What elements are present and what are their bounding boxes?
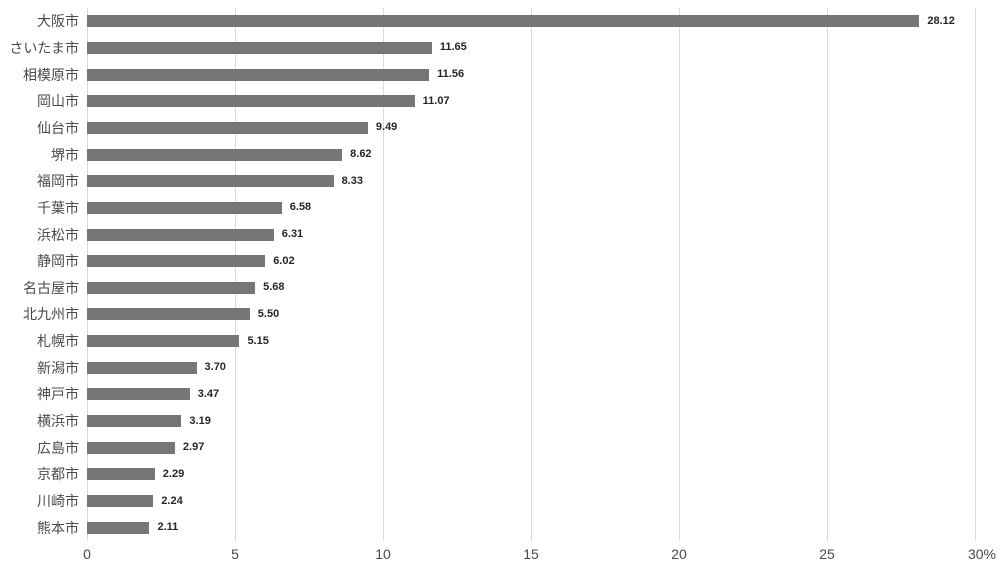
value-label: 6.31 [281,228,304,240]
bar-row: 3.19 [87,408,975,435]
category-label: 熊本市 [37,519,79,536]
category-label: 京都市 [37,466,79,483]
x-tick-label: 20 [671,546,687,562]
x-tick-label: 10 [375,546,391,562]
x-tick-label: 0 [83,546,91,562]
gridline [235,8,236,541]
x-tick-label: 25 [819,546,835,562]
bar-row: 9.49 [87,115,975,142]
category-label: 北九州市 [23,306,79,323]
bar [87,41,432,54]
bar [87,121,368,134]
gridline [87,8,88,541]
bar-row: 6.58 [87,195,975,222]
bar-row: 3.70 [87,354,975,381]
category-label: 新潟市 [37,359,79,376]
bar [87,228,274,241]
category-label: 福岡市 [37,173,79,190]
bar [87,335,240,348]
bar-row: 2.97 [87,434,975,461]
value-label: 9.49 [375,121,398,134]
bar [87,95,415,108]
bar [87,15,920,28]
category-label: 静岡市 [37,253,79,270]
category-label: 札幌市 [37,333,79,350]
category-label: 横浜市 [37,413,79,430]
bar-row: 2.24 [87,488,975,515]
category-label: 大阪市 [37,13,79,30]
bar-row: 11.07 [87,88,975,115]
bar [87,521,150,534]
value-label: 2.29 [162,467,185,480]
category-label: 相模原市 [23,66,79,83]
value-label: 3.47 [197,387,220,400]
value-label: 6.02 [273,254,295,267]
plot-area: 28.12 11.65 11.56 11.07 9.49 8.62 8.33 6.58 6.31… [87,8,976,541]
bar [87,495,154,507]
value-label: 8.33 [341,174,363,187]
gridline [827,8,828,541]
gridline [679,8,680,541]
bar [87,175,334,188]
value-label: 8.62 [350,148,372,161]
bar-row: 28.12 [87,8,975,35]
value-label: 5.50 [257,307,280,320]
category-label: 堺市 [51,146,79,163]
bar-row: 2.11 [87,514,975,541]
gridline [975,8,976,541]
value-label: 28.12 [927,14,955,27]
value-label: 5.68 [263,281,285,294]
category-label: 岡山市 [37,93,79,110]
value-label: 2.24 [161,494,183,507]
bar-row: 5.68 [87,275,975,302]
gridline [383,8,384,541]
bar-row: 8.33 [87,168,975,195]
bar [87,361,197,374]
value-label: 3.19 [189,414,211,427]
bar-row: 2.29 [87,461,975,488]
value-label: 11.07 [422,94,450,107]
category-label: 川崎市 [37,493,79,510]
category-label: 仙台市 [37,119,79,136]
x-tick-label: 30% [967,546,997,562]
value-label: 3.70 [204,361,226,374]
value-label: 2.97 [182,441,205,454]
bar [87,281,256,294]
bar [87,468,155,481]
category-label: 神戸市 [37,386,79,403]
value-label: 6.58 [289,201,312,214]
bar-row: 5.50 [87,301,975,328]
bar [87,388,190,401]
bar [87,201,282,214]
bar-row: 11.56 [87,61,975,88]
x-tick-label: 5 [231,546,239,562]
category-label: 名古屋市 [23,279,79,296]
value-label: 2.11 [157,521,179,534]
category-label: 浜松市 [37,226,79,243]
bar-row: 6.02 [87,248,975,275]
bar [87,441,175,454]
bar-row: 8.62 [87,141,975,168]
category-label: 千葉市 [37,199,79,216]
value-label: 11.65 [439,41,467,54]
bar [87,308,250,321]
bar-row: 3.47 [87,381,975,408]
bar [87,148,343,161]
bar [87,68,430,81]
bar-row: 6.31 [87,221,975,248]
value-label: 5.15 [247,334,269,347]
x-tick-label: 15 [523,546,539,562]
bar-row: 5.15 [87,328,975,355]
category-label: さいたま市 [9,39,79,56]
bar-row: 11.65 [87,35,975,62]
category-label: 広島市 [37,439,79,456]
bar [87,415,182,428]
gridline [531,8,532,541]
bar [87,255,266,268]
value-label: 11.56 [437,68,465,81]
